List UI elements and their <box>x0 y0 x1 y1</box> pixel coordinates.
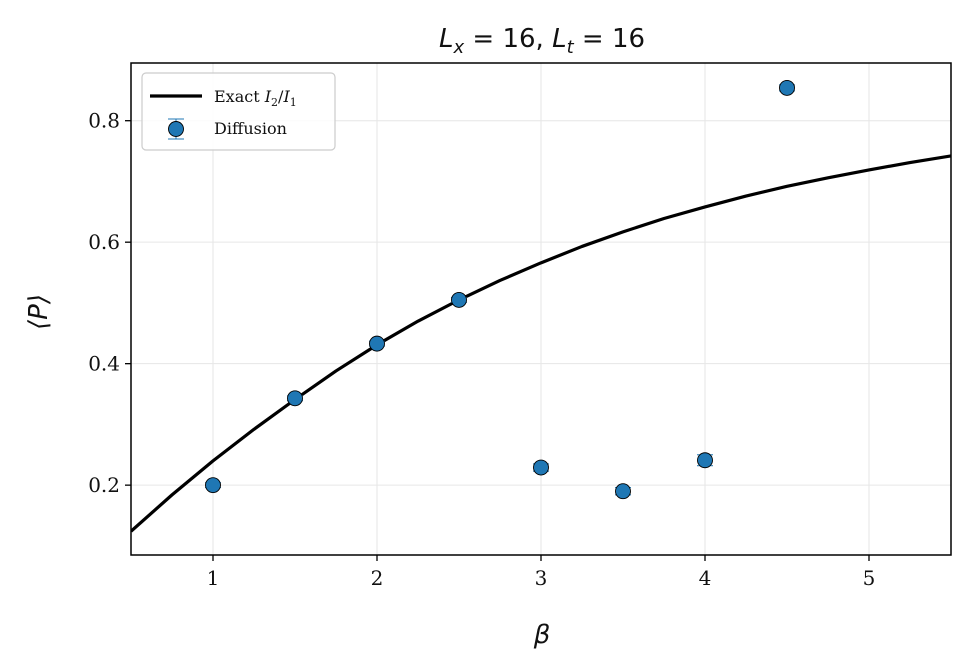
diffusion-point <box>779 79 795 96</box>
chart-title: Lx = 16, Lt = 16 <box>439 24 645 58</box>
x-tick-label: 3 <box>535 566 548 590</box>
y-axis-ticks: 0.2 0.4 0.6 0.8 <box>88 109 131 497</box>
x-axis-ticks: 1 2 3 4 5 <box>207 555 876 590</box>
data-marker <box>697 452 713 469</box>
legend-marker-swatch <box>168 118 184 140</box>
data-marker <box>451 291 467 308</box>
data-marker <box>369 335 385 352</box>
data-marker <box>533 459 549 476</box>
diffusion-point <box>287 390 303 407</box>
legend-diffusion-label: Diffusion <box>214 119 287 138</box>
diffusion-point <box>697 452 713 469</box>
x-axis-label: β <box>533 620 551 650</box>
diffusion-point <box>533 459 549 476</box>
legend: Exact I2/I1 Diffusion <box>141 72 336 151</box>
x-tick-label: 1 <box>207 566 220 590</box>
x-tick-label: 2 <box>371 566 384 590</box>
diffusion-point <box>615 483 631 500</box>
legend-box <box>141 72 336 151</box>
y-axis-label: ⟨P⟩ <box>24 294 54 330</box>
exact-curve-group <box>131 154 951 533</box>
legend-exact-label: Exact I2/I1 <box>214 87 297 109</box>
y-tick-label: 0.2 <box>88 473 120 497</box>
diffusion-point <box>451 291 467 308</box>
diffusion-point <box>369 335 385 352</box>
x-tick-label: 5 <box>863 566 876 590</box>
diffusion-points-group <box>205 79 795 500</box>
grid <box>131 63 951 555</box>
data-marker <box>287 390 303 407</box>
y-tick-label: 0.4 <box>88 352 120 376</box>
y-tick-label: 0.6 <box>88 230 120 254</box>
y-tick-label: 0.8 <box>88 109 120 133</box>
exact-curve-line <box>131 154 951 533</box>
diffusion-point <box>205 477 221 494</box>
x-tick-label: 4 <box>699 566 712 590</box>
data-marker <box>779 79 795 96</box>
data-marker <box>615 483 631 500</box>
data-marker <box>205 477 221 494</box>
